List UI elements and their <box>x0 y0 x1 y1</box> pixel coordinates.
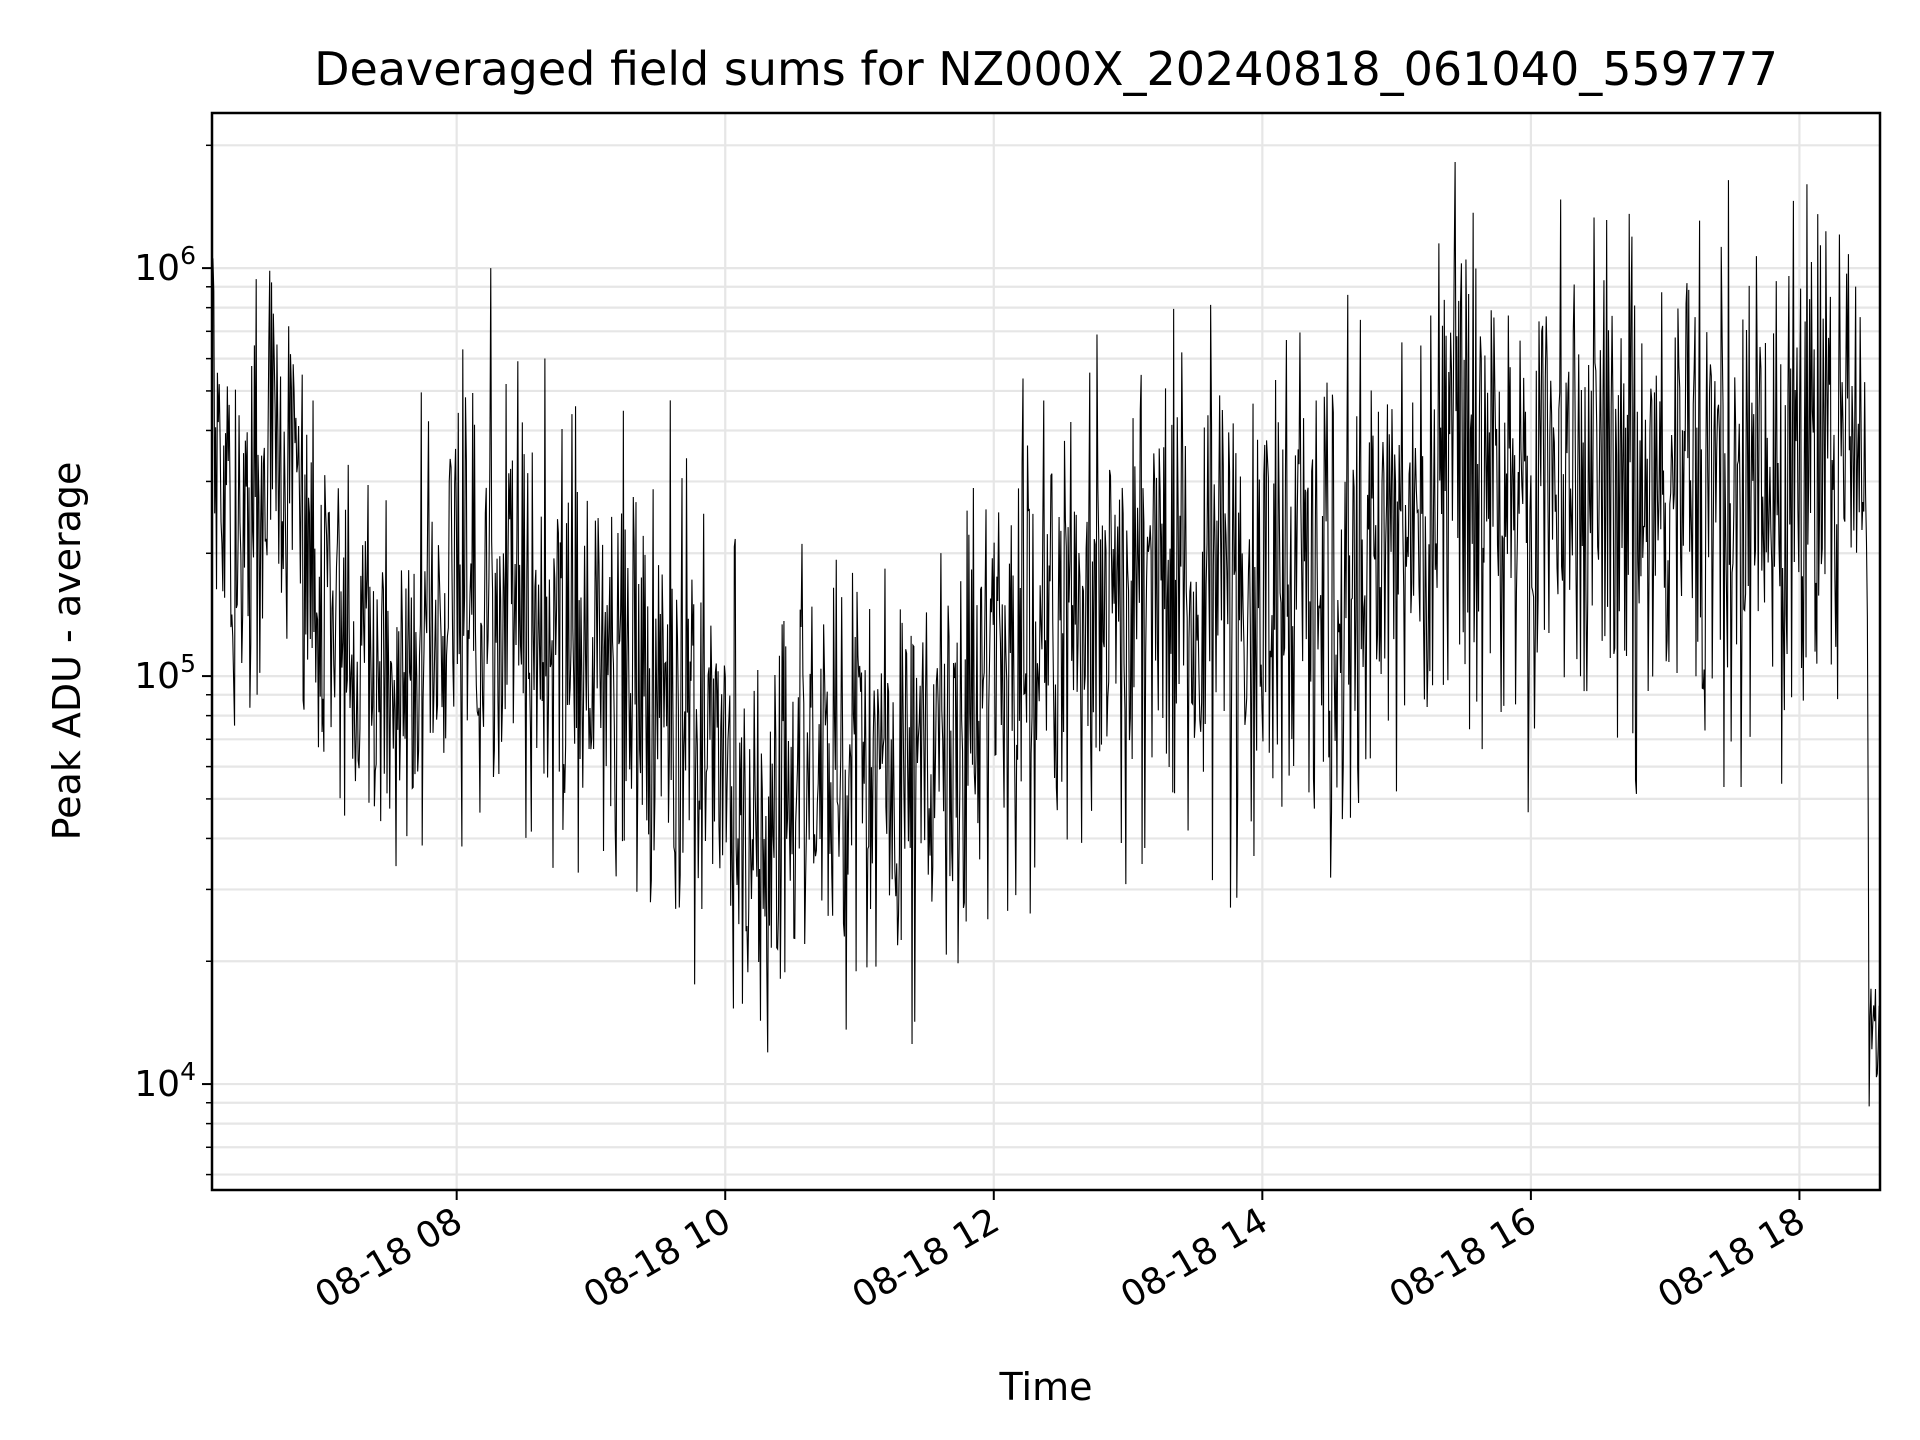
series-line-path <box>211 162 1881 1107</box>
y-tick-label: 106 <box>134 241 196 289</box>
chart-title: Deaveraged field sums for NZ000X_2024081… <box>314 42 1778 96</box>
plot-frame <box>210 111 1882 1192</box>
y-tick-label: 105 <box>134 649 196 697</box>
series-line <box>211 162 1881 1107</box>
grid-lines <box>212 113 1880 1190</box>
y-axis-label: Peak ADU - average <box>45 462 89 841</box>
x-axis-label: Time <box>999 1365 1093 1409</box>
y-tick-label: 104 <box>134 1057 196 1105</box>
